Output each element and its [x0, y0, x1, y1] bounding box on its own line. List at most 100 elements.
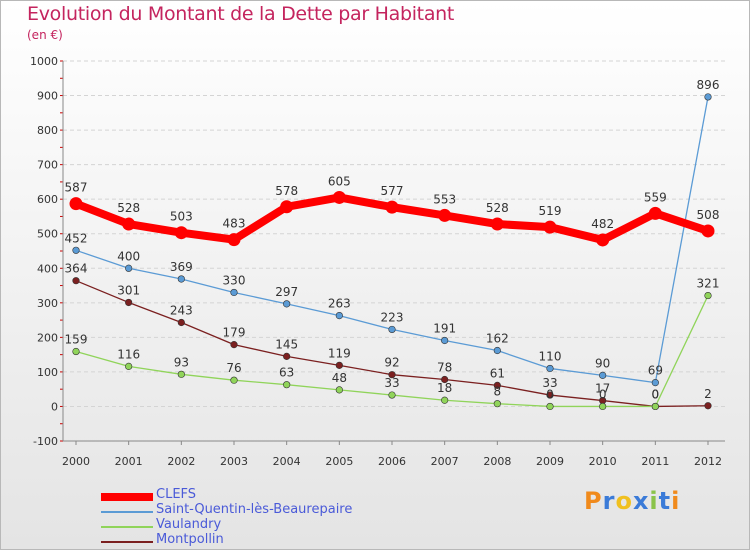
- data-point: [493, 381, 501, 389]
- y-tick-label: 600: [37, 193, 58, 206]
- data-point: [701, 224, 715, 238]
- data-label: 508: [697, 208, 720, 222]
- legend-label: Montpollin: [156, 532, 224, 547]
- data-point: [388, 391, 396, 399]
- data-point: [283, 300, 291, 308]
- data-point: [177, 318, 185, 327]
- data-label: 191: [433, 321, 456, 335]
- data-point: [704, 291, 712, 300]
- data-label: 93: [174, 355, 189, 369]
- data-label: 0: [652, 387, 660, 401]
- data-label: 896: [697, 78, 720, 92]
- data-label: 553: [433, 192, 456, 206]
- data-label: 0: [599, 387, 607, 401]
- data-label: 559: [644, 190, 667, 204]
- data-label: 528: [486, 201, 509, 215]
- data-label: 577: [381, 184, 404, 198]
- x-tick-label: 2008: [483, 455, 511, 468]
- data-label: 528: [117, 201, 140, 215]
- series-line-1: [75, 96, 709, 384]
- y-tick-label: 300: [37, 297, 58, 310]
- data-point: [388, 371, 396, 379]
- data-label: 90: [595, 356, 610, 370]
- data-point: [177, 275, 185, 283]
- legend-swatch: [101, 526, 153, 528]
- chart-subtitle: (en €): [27, 28, 63, 42]
- data-point: [599, 371, 607, 379]
- data-point: [72, 347, 80, 356]
- x-tick-label: 2011: [641, 455, 669, 468]
- data-point: [72, 246, 80, 254]
- data-point: [125, 362, 133, 370]
- y-tick-label: 1000: [30, 55, 58, 68]
- x-tick-label: 2012: [694, 455, 722, 468]
- x-tick-label: 2005: [325, 455, 353, 468]
- data-label: 0: [546, 387, 554, 401]
- data-label: 364: [65, 262, 88, 276]
- legend-swatch: [101, 493, 153, 501]
- data-point: [438, 208, 452, 222]
- data-label: 482: [591, 217, 614, 231]
- data-point: [388, 325, 396, 334]
- data-point: [283, 352, 291, 360]
- data-label: 159: [65, 333, 88, 347]
- data-label: 243: [170, 304, 193, 318]
- data-point: [493, 400, 501, 408]
- x-tick-label: 2007: [431, 455, 459, 468]
- y-tick-label: 700: [37, 159, 58, 172]
- data-label: 119: [328, 346, 351, 360]
- legend-swatch: [101, 511, 153, 513]
- data-point: [230, 341, 238, 349]
- data-point: [335, 312, 343, 320]
- data-label: 48: [332, 371, 347, 385]
- data-point: [441, 336, 449, 345]
- data-point: [543, 220, 557, 234]
- data-label: 69: [648, 364, 663, 378]
- data-label: 2: [704, 387, 712, 401]
- data-label: 578: [275, 184, 298, 198]
- data-point: [280, 200, 294, 214]
- data-label: 92: [384, 356, 399, 370]
- data-point: [596, 233, 610, 247]
- data-point: [335, 361, 343, 369]
- x-tick-label: 2000: [62, 455, 90, 468]
- x-tick-label: 2010: [589, 455, 617, 468]
- data-label: 33: [384, 376, 399, 390]
- data-label: 110: [539, 349, 562, 363]
- legend-label: Vaulandry: [156, 517, 222, 532]
- data-label: 301: [117, 283, 140, 297]
- data-point: [546, 364, 554, 373]
- data-label: 33: [542, 376, 557, 390]
- data-point: [177, 370, 185, 378]
- data-label: 78: [437, 361, 452, 375]
- data-point: [72, 277, 80, 285]
- data-point: [227, 233, 241, 247]
- data-point: [441, 396, 449, 404]
- y-tick-label: 100: [37, 366, 58, 379]
- data-point: [441, 375, 449, 384]
- data-point: [335, 386, 343, 394]
- x-tick-label: 2006: [378, 455, 406, 468]
- data-point: [125, 264, 133, 272]
- data-label: 297: [275, 285, 298, 299]
- x-tick-label: 2009: [536, 455, 564, 468]
- data-label: 162: [486, 331, 509, 345]
- x-tick-label: 2004: [273, 455, 301, 468]
- data-label: 369: [170, 260, 193, 274]
- data-label: 0: [652, 387, 660, 401]
- data-label: 179: [223, 326, 246, 340]
- data-label: 330: [223, 273, 246, 287]
- x-tick-label: 2001: [115, 455, 143, 468]
- data-label: 519: [539, 204, 562, 218]
- data-label: 76: [226, 361, 241, 375]
- legend-label: CLEFS: [156, 487, 197, 502]
- x-tick-label: 2002: [167, 455, 195, 468]
- chart-title: Evolution du Montant de la Dette par Hab…: [27, 3, 455, 25]
- data-label: 321: [697, 277, 720, 291]
- data-label: 400: [117, 249, 140, 263]
- data-point: [122, 217, 136, 231]
- data-point: [493, 346, 501, 355]
- y-tick-label: 500: [37, 228, 58, 241]
- data-label: 145: [275, 337, 298, 351]
